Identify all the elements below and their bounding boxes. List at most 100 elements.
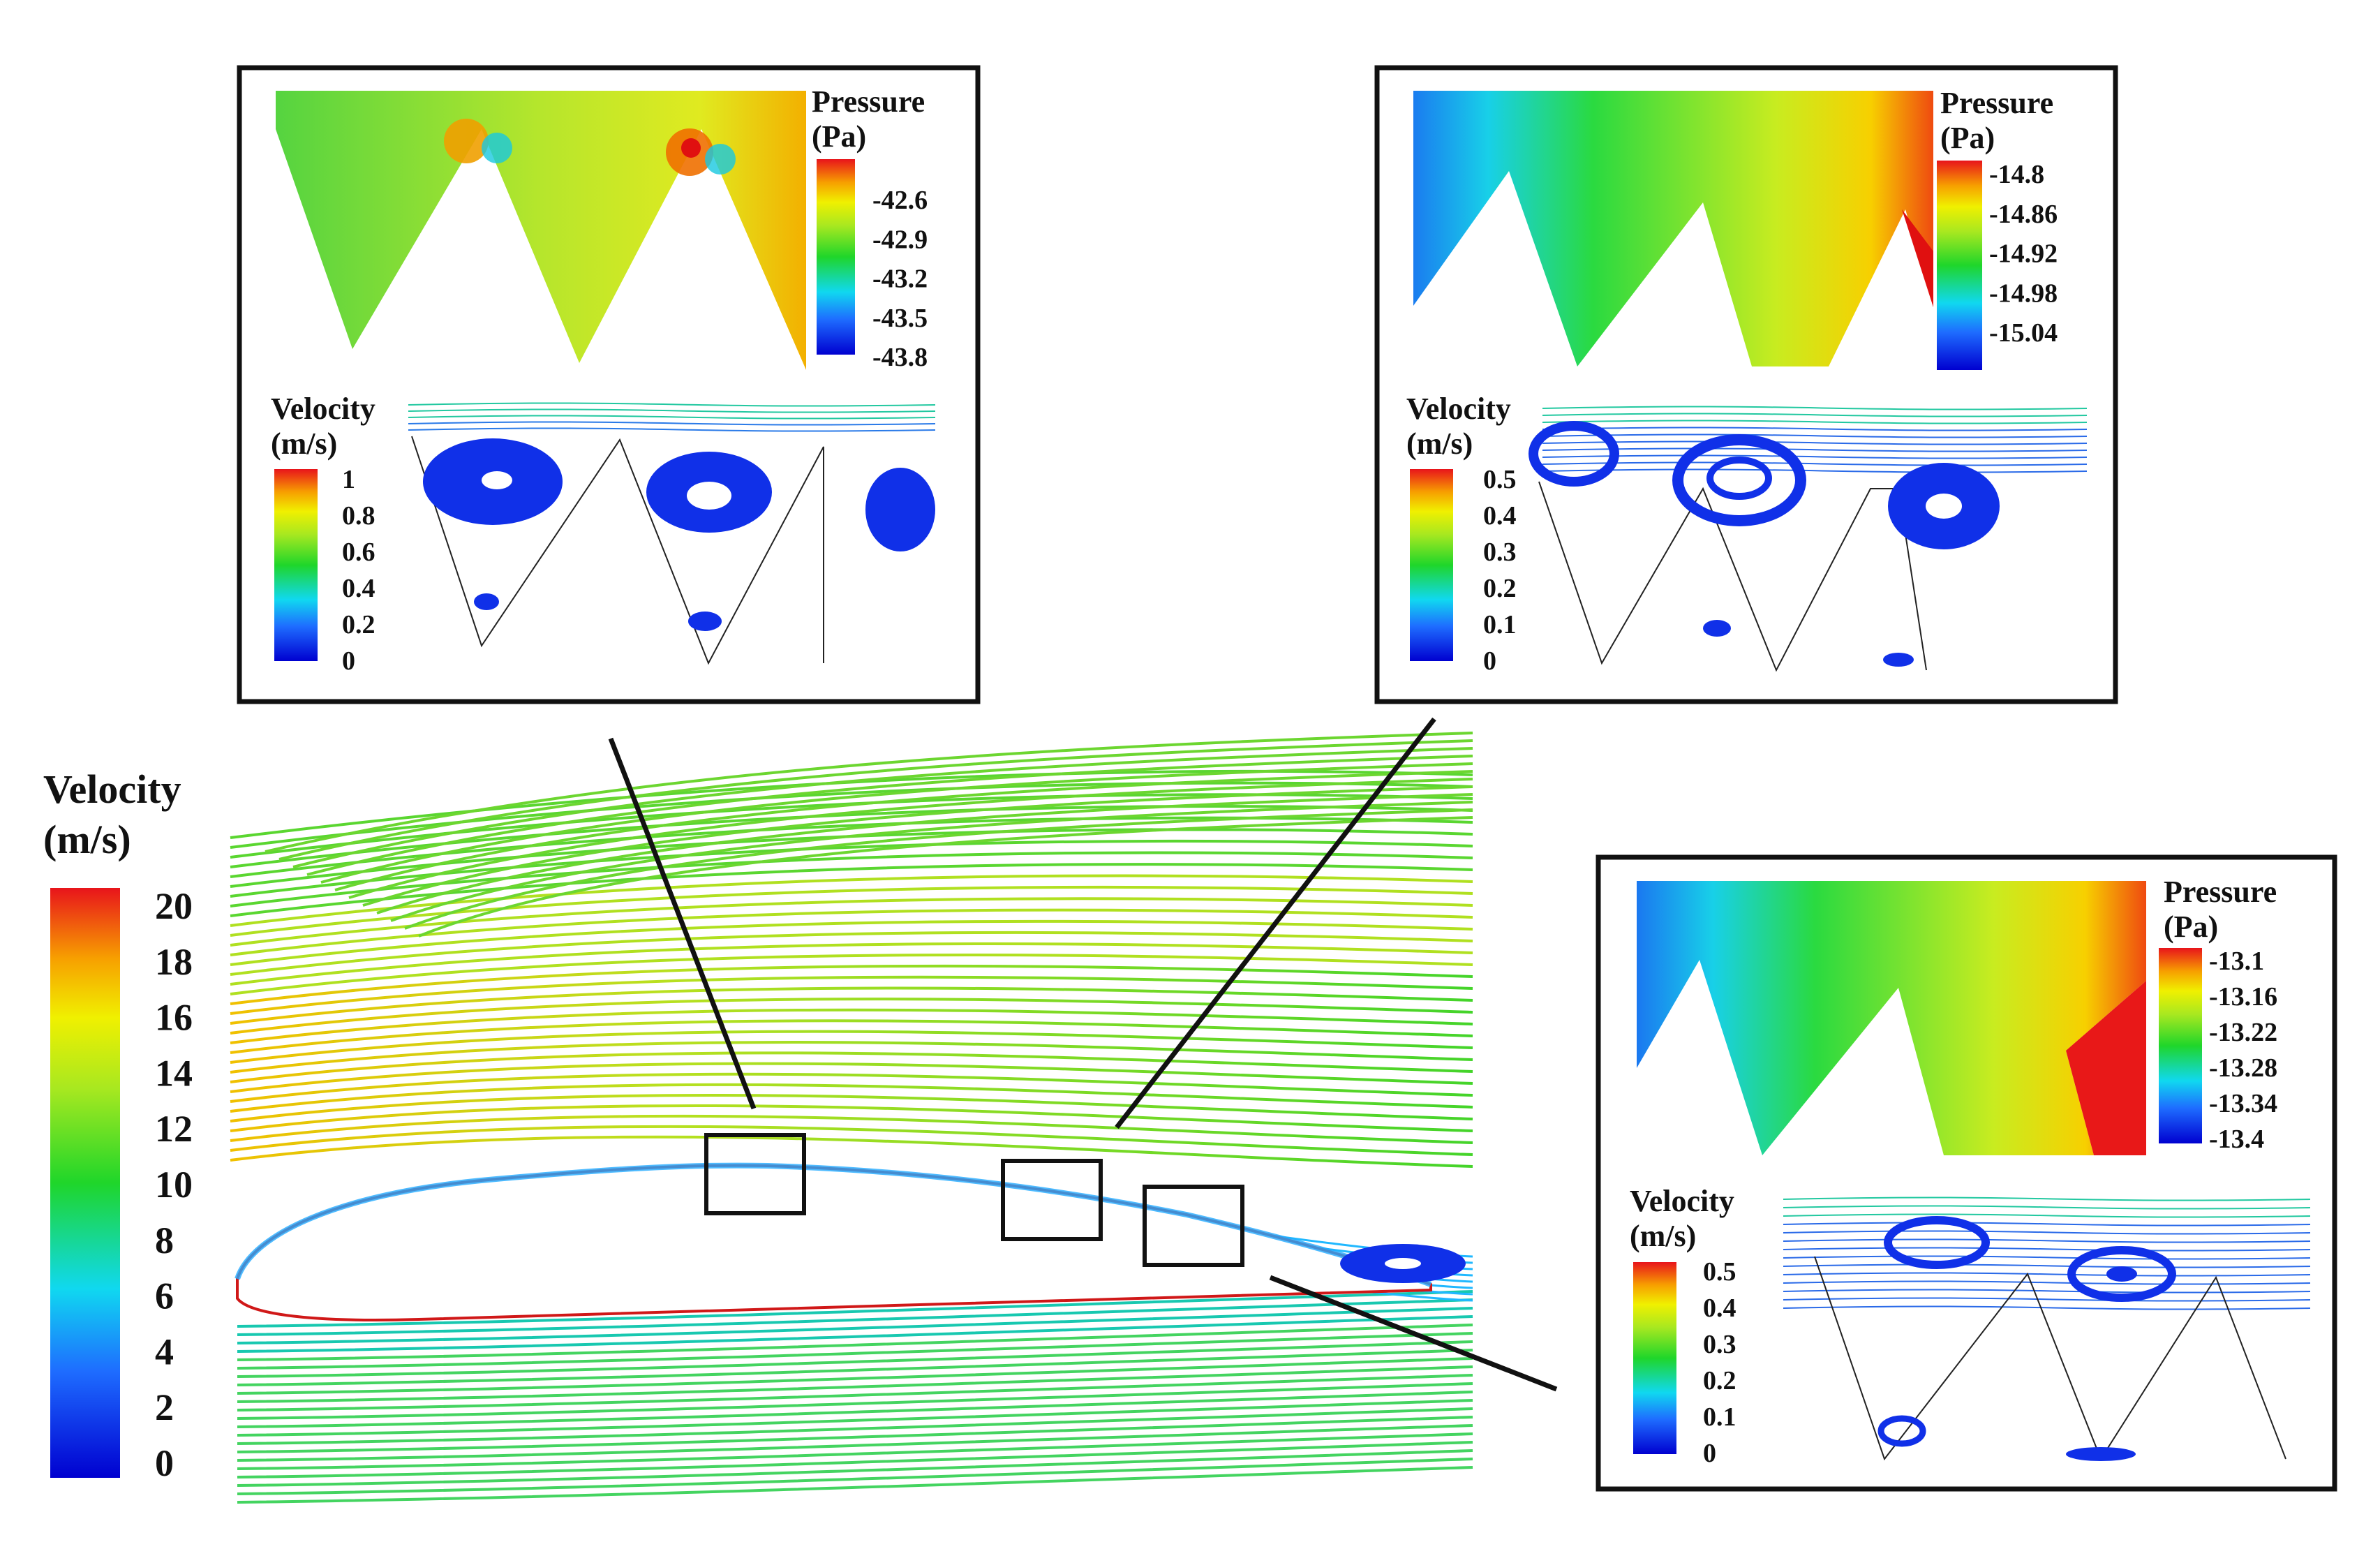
inset-streamline xyxy=(1542,413,2088,417)
zoom-box-2 xyxy=(1001,1159,1103,1241)
inset1-velocity-tick: 0.2 xyxy=(342,610,375,639)
inset1-pressure-tick: -43.5 xyxy=(872,304,928,333)
main-legend-tick: 14 xyxy=(155,1052,193,1094)
streamline-upper xyxy=(230,1125,1473,1156)
inset3-pressure-contour xyxy=(1637,881,2146,1155)
inset3-pressure-colorbar xyxy=(2159,948,2202,1143)
svg-text:Velocity: Velocity xyxy=(1406,392,1511,426)
inset-streamline xyxy=(1783,1230,2311,1235)
inset3-velocity-tick: 0.2 xyxy=(1703,1366,1736,1395)
inset-streamline xyxy=(1542,468,2088,473)
inset3-pressure-tick: -13.22 xyxy=(2209,1018,2277,1047)
streamline-upper xyxy=(230,1104,1473,1132)
inset1-velocity-streamlines xyxy=(408,402,936,432)
inset3-pressure-tick: -13.28 xyxy=(2209,1053,2277,1083)
inset-panel-1: Pressure (Pa) -42.6-42.9-43.2-43.5-43.8 … xyxy=(237,65,981,704)
inset1-pressure-tick: -42.6 xyxy=(872,186,928,215)
streamline-upper xyxy=(230,885,1473,937)
streamline-outer xyxy=(292,747,1473,868)
inset2-velocity-tick: 0 xyxy=(1483,646,1496,676)
inset2-pressure-contour xyxy=(1413,91,1933,366)
main-legend-tick: 12 xyxy=(155,1108,193,1150)
inset-streamline xyxy=(408,415,936,420)
inset2-velocity-tick: 0.5 xyxy=(1483,465,1517,494)
streamline-upper xyxy=(230,805,1473,868)
streamline-upper xyxy=(230,1114,1473,1144)
streamline-upper xyxy=(230,942,1473,986)
main-legend-tick: 20 xyxy=(155,885,193,927)
svg-text:Velocity: Velocity xyxy=(271,392,375,426)
inset2-pressure-tick: -14.86 xyxy=(1989,200,2058,229)
inset-streamline xyxy=(1783,1196,2311,1201)
streamline-lower xyxy=(237,1449,1473,1487)
streamline-outer xyxy=(334,770,1473,891)
streamline-upper xyxy=(230,1062,1473,1093)
inset2-pressure-tick: -14.98 xyxy=(1989,279,2058,308)
main-legend-tick: 10 xyxy=(155,1164,193,1206)
streamline-outer xyxy=(265,732,1473,853)
inset1-pressure-tick: -43.8 xyxy=(872,343,928,372)
main-colorbar xyxy=(50,888,120,1478)
streamline-lower xyxy=(237,1466,1473,1504)
zoom-box-1 xyxy=(704,1133,806,1215)
inset-streamline xyxy=(1783,1213,2311,1218)
streamline-upper xyxy=(230,986,1473,1025)
main-legend-tick: 6 xyxy=(155,1275,174,1317)
inset-streamline xyxy=(1542,420,2088,424)
streamline-upper xyxy=(230,1008,1473,1044)
streamline-upper xyxy=(230,1083,1473,1113)
streamline-lower xyxy=(237,1441,1473,1479)
streamline-lower xyxy=(237,1298,1473,1336)
inset1-velocity-tick: 0.6 xyxy=(342,538,375,567)
inset-streamline xyxy=(408,421,936,426)
main-legend-tick: 4 xyxy=(155,1331,174,1372)
main-legend-tick: 8 xyxy=(155,1220,174,1261)
inset3-velocity-tick: 0.3 xyxy=(1703,1330,1736,1359)
connector-line-2 xyxy=(1115,717,1436,1129)
streamline-lower xyxy=(237,1349,1473,1386)
inset-streamline xyxy=(1783,1305,2311,1310)
streamline-outer xyxy=(348,778,1473,899)
inset-streamline xyxy=(408,402,936,407)
inset-streamline xyxy=(1542,406,2088,410)
main-legend-tick: 16 xyxy=(155,997,193,1039)
streamline-lower xyxy=(237,1290,1473,1328)
streamline-lower xyxy=(237,1391,1473,1428)
inset-streamline xyxy=(1542,434,2088,438)
zoom-box-3 xyxy=(1143,1185,1244,1267)
inset-streamline xyxy=(1542,454,2088,459)
inset-panel-2: Pressure (Pa) -14.8 -14.86 -14.92 -14.98 -15… xyxy=(1374,65,2118,704)
inset3-velocity-colorbar xyxy=(1633,1262,1676,1454)
main-streamline-field xyxy=(230,732,1473,1504)
streamline-upper xyxy=(230,1041,1473,1074)
inset-streamline xyxy=(1783,1297,2311,1302)
streamline-upper xyxy=(230,998,1473,1035)
inset-streamline xyxy=(1783,1205,2311,1210)
inset3-pressure-tick: -13.4 xyxy=(2209,1125,2264,1154)
inset2-velocity-tick: 0.1 xyxy=(1483,610,1517,639)
streamline-outer xyxy=(320,762,1473,884)
inset3-pressure-tick: -13.1 xyxy=(2209,947,2264,976)
streamline-upper xyxy=(230,919,1473,966)
svg-text:(m/s): (m/s) xyxy=(271,427,337,461)
inset2-velocity-streamlines xyxy=(1542,406,2088,473)
inset3-pressure-tick: -13.34 xyxy=(2209,1089,2277,1118)
inset-streamline xyxy=(1783,1255,2311,1260)
streamline-lower xyxy=(237,1424,1473,1462)
streamline-lower xyxy=(237,1407,1473,1445)
inset2-pressure-tick: -14.92 xyxy=(1989,239,2058,269)
inset1-pressure-tick: -43.2 xyxy=(872,265,928,294)
inset-streamline xyxy=(1542,427,2088,431)
svg-text:Pressure: Pressure xyxy=(812,84,925,119)
streamline-lower xyxy=(237,1340,1473,1378)
streamline-upper xyxy=(230,1093,1473,1122)
inset3-velocity-streamlines xyxy=(1783,1196,2311,1310)
streamline-upper xyxy=(230,874,1473,927)
streamline-lower xyxy=(237,1357,1473,1395)
inset-streamline xyxy=(1783,1247,2311,1252)
inset2-velocity-tick: 0.4 xyxy=(1483,501,1517,531)
boundary-layer xyxy=(235,1162,1432,1287)
streamline-upper xyxy=(230,839,1473,898)
